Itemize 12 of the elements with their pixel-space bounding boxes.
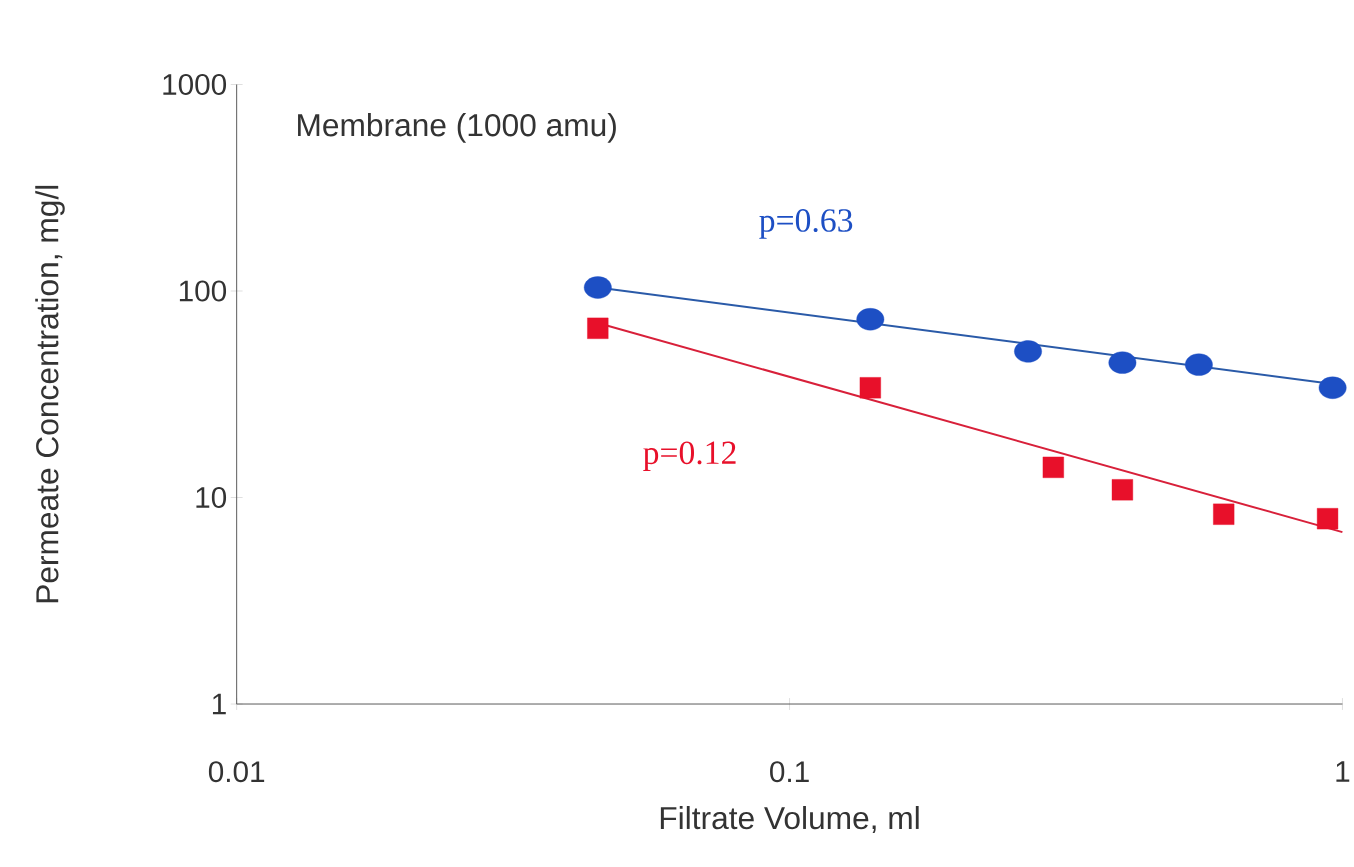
y-tick-label: 1 xyxy=(212,693,226,715)
y-tick-label: 10 xyxy=(196,486,227,508)
x-tick-label: 0.01 xyxy=(208,761,265,783)
x-tick-label: 0.1 xyxy=(770,761,809,783)
y-axis-title: Permeate Concentration, mg/l xyxy=(35,185,65,603)
y-tick-label: 1000 xyxy=(163,73,227,95)
x-tick-label: 1 xyxy=(1336,761,1350,782)
x-axis-title: Filtrate Volume, ml xyxy=(660,805,919,833)
y-tick-label: 100 xyxy=(179,280,227,302)
annotation: p=0.63 xyxy=(759,209,853,239)
annotation: p=0.12 xyxy=(643,441,736,471)
text: Membrane (1000 amu) xyxy=(298,113,616,143)
